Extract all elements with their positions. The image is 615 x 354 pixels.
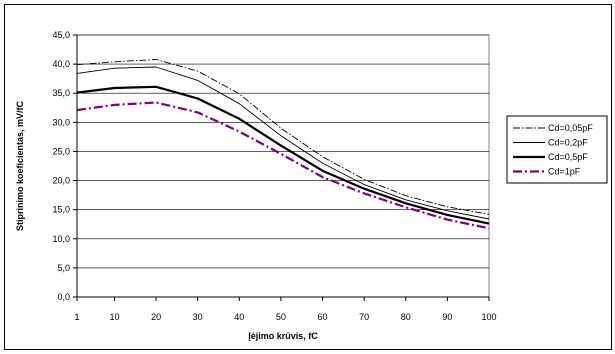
series-lines: [76, 59, 490, 230]
y-tick-label: 0,0: [57, 292, 70, 302]
x-tick-label: 10: [109, 312, 119, 322]
x-tick-label: 20: [151, 312, 161, 322]
x-tick-label: 100: [481, 312, 496, 322]
x-tick-label: 30: [193, 312, 203, 322]
gridlines: [77, 34, 489, 269]
x-tick-label: 1: [74, 312, 79, 322]
legend-label: Cd=1pF: [548, 167, 581, 177]
legend-label: Cd=0,2pF: [548, 138, 588, 148]
y-tick-label: 40,0: [52, 59, 70, 69]
x-tick-label: 50: [276, 312, 286, 322]
legend-label: Cd=0,5pF: [548, 152, 588, 162]
series-line: [76, 66, 490, 220]
y-tick-label: 10,0: [52, 234, 70, 244]
y-tick-label: 15,0: [52, 205, 70, 215]
plot-area: [76, 34, 490, 298]
y-tick-label: 45,0: [52, 30, 70, 40]
x-tick-label: 90: [442, 312, 452, 322]
series-line: [76, 59, 490, 215]
axes: [76, 35, 489, 298]
y-tick-label: 20,0: [52, 176, 70, 186]
legend: Cd=0,05pF Cd=0,2pF Cd=0,5pF Cd=1pF: [506, 115, 608, 184]
x-tick-label: 80: [401, 312, 411, 322]
y-axis-ticks: 0,0 5,0 10,0 15,0 20,0 25,0 30,0 35,0 40,0 45,0: [52, 30, 77, 302]
y-axis-title: Stiprinimo koeficientas, mV/fC: [15, 100, 25, 231]
series-line: [76, 85, 490, 225]
y-tick-label: 25,0: [52, 146, 70, 156]
x-tick-label: 60: [318, 312, 328, 322]
legend-label: Cd=0,05pF: [548, 123, 593, 133]
y-tick-label: 5,0: [57, 263, 70, 273]
y-tick-label: 35,0: [52, 88, 70, 98]
legend-box: [506, 115, 608, 184]
x-axis-title: Įėjimo krūvis, fC: [248, 331, 318, 341]
x-tick-label: 70: [359, 312, 369, 322]
x-tick-label: 40: [234, 312, 244, 322]
x-axis-ticks: 1 10 20 30 40 50 60 70 80 90 100: [74, 297, 497, 322]
y-tick-label: 30,0: [52, 117, 70, 127]
